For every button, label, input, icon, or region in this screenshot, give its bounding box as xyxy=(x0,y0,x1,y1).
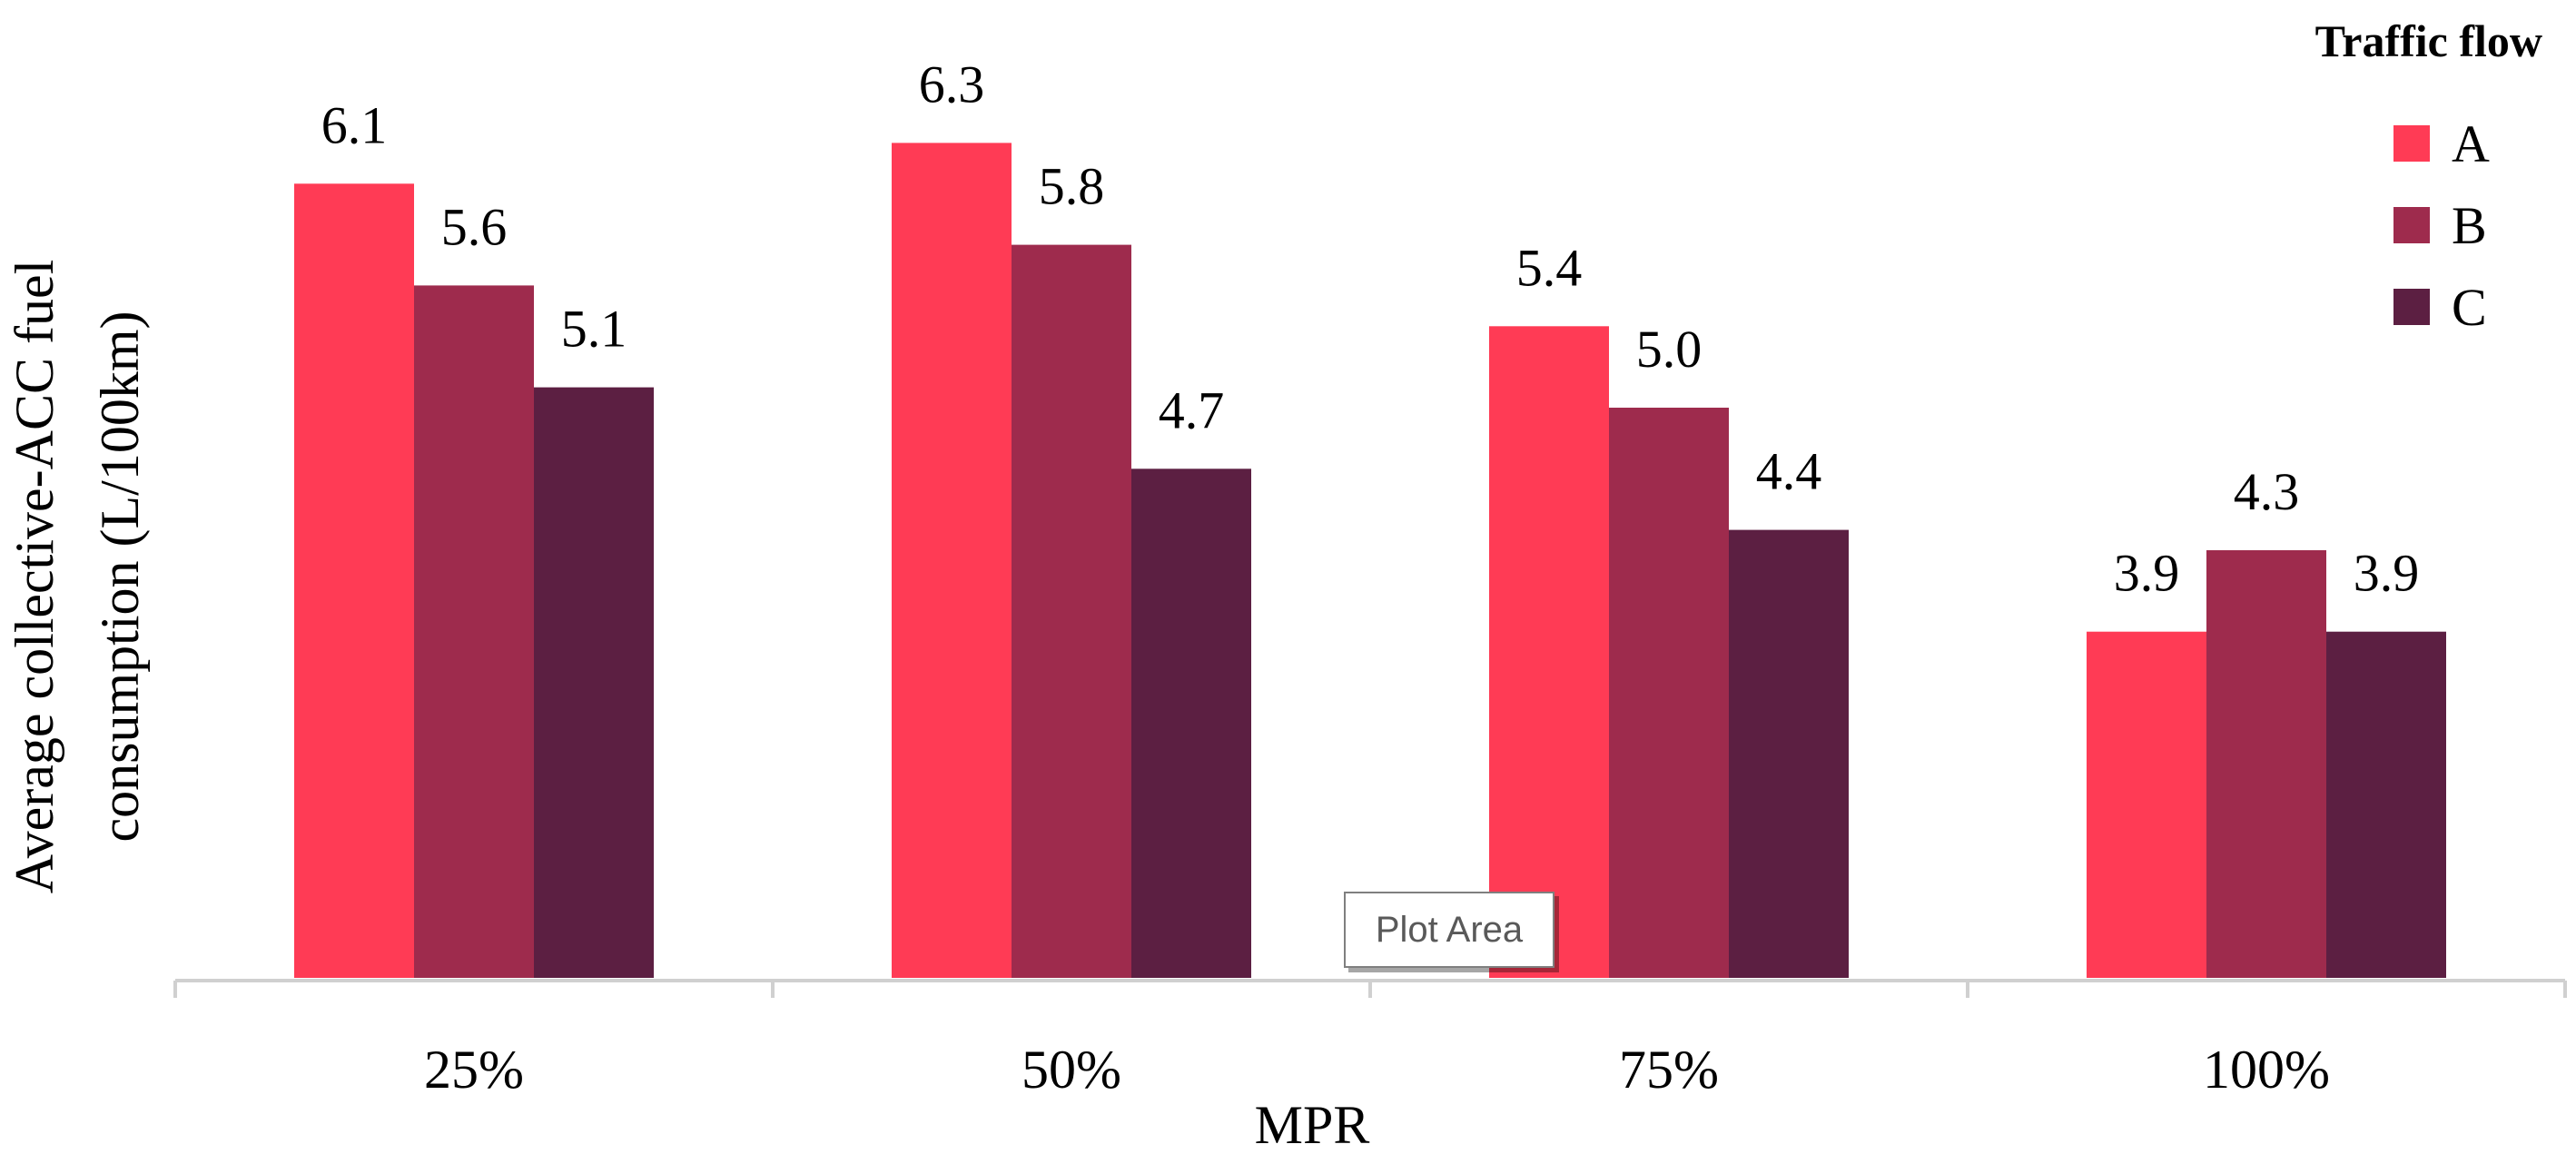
bar-c-3[interactable] xyxy=(1729,529,1849,978)
legend[interactable]: Traffic flow ABC xyxy=(2315,15,2542,337)
data-labels-group: 6.1 5.6 5.1 6.3 5.8 4.7 5.4 5.0 4.4 3.9 4.3 3.9 xyxy=(321,54,2420,602)
bar-b-4[interactable] xyxy=(2206,550,2326,978)
data-label-c-3: 4.4 xyxy=(1756,442,1822,501)
legend-swatch-c xyxy=(2393,289,2430,325)
data-label-c-2: 4.7 xyxy=(1159,380,1225,439)
legend-swatch-b xyxy=(2393,207,2430,243)
legend-label-c: C xyxy=(2452,278,2487,337)
x-tick-label-3: 75% xyxy=(1619,1040,1719,1100)
plot-area-tooltip: Plot Area xyxy=(1344,892,1554,968)
x-axis-label: MPR xyxy=(1255,1095,1370,1155)
data-label-b-1: 5.6 xyxy=(441,197,508,256)
data-label-a-1: 6.1 xyxy=(321,95,388,154)
x-tick-label-2: 50% xyxy=(1022,1040,1121,1100)
legend-title: Traffic flow xyxy=(2315,15,2542,66)
y-axis-label-line-2: consumption (L/100km) xyxy=(90,311,150,843)
y-axis-label-line-1: Average collective-ACC fuel xyxy=(5,260,64,894)
data-label-b-4: 4.3 xyxy=(2234,462,2300,521)
data-label-a-2: 6.3 xyxy=(919,54,985,113)
x-axis: 25% 50% 75% 100% xyxy=(173,979,2567,1100)
bar-b-1[interactable] xyxy=(414,285,534,978)
data-label-b-3: 5.0 xyxy=(1636,320,1703,379)
bar-a-1[interactable] xyxy=(294,183,414,979)
bar-c-2[interactable] xyxy=(1131,469,1251,978)
x-tick-label-4: 100% xyxy=(2203,1040,2330,1100)
data-label-a-4: 3.9 xyxy=(2114,544,2180,603)
data-label-c-1: 5.1 xyxy=(561,300,627,359)
x-tick-label-1: 25% xyxy=(424,1040,524,1100)
bar-c-4[interactable] xyxy=(2326,631,2446,978)
bar-c-1[interactable] xyxy=(534,387,654,979)
bar-a-2[interactable] xyxy=(892,143,1012,978)
bars-group xyxy=(294,143,2446,979)
data-label-a-3: 5.4 xyxy=(1516,238,1583,297)
bar-b-3[interactable] xyxy=(1609,408,1729,978)
bar-b-2[interactable] xyxy=(1012,244,1131,979)
legend-swatch-a xyxy=(2393,125,2430,162)
y-axis-title: Average collective-ACC fuel consumption … xyxy=(5,260,150,894)
data-label-b-2: 5.8 xyxy=(1039,157,1105,216)
data-label-c-4: 3.9 xyxy=(2354,544,2420,603)
legend-label-a: A xyxy=(2452,114,2490,173)
bar-a-4[interactable] xyxy=(2087,631,2206,978)
bar-a-3[interactable] xyxy=(1489,326,1609,978)
legend-label-b: B xyxy=(2452,196,2487,255)
